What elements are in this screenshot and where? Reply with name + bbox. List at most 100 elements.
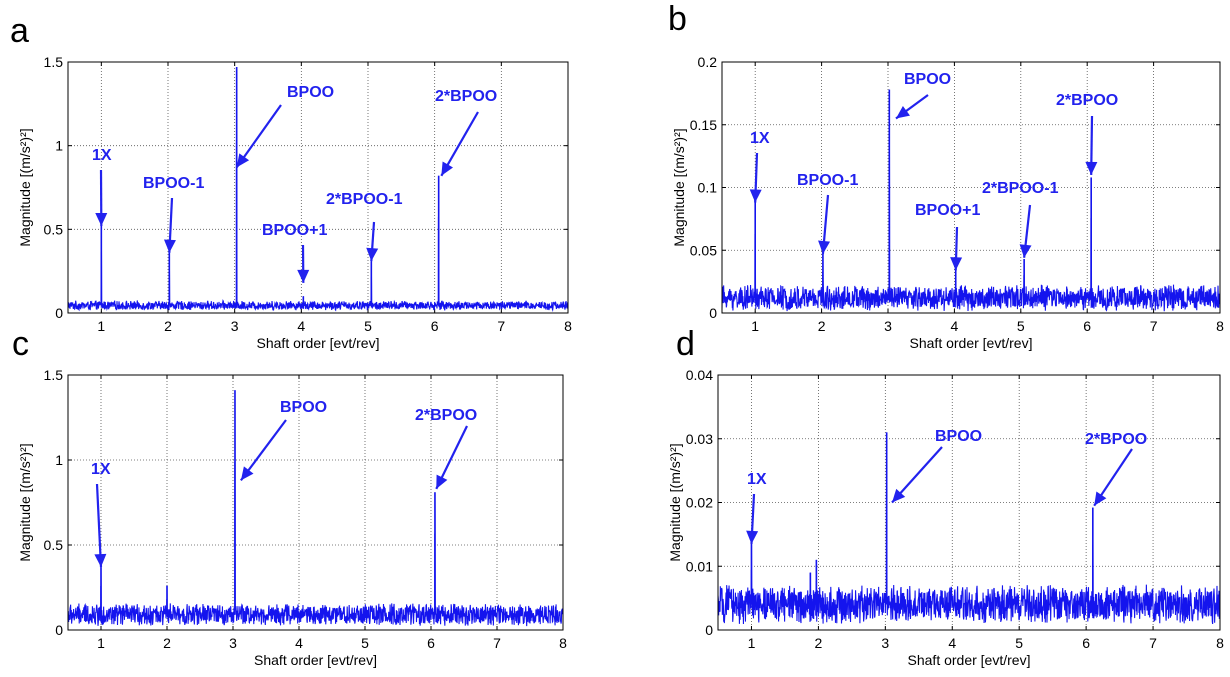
x-tick-label: 5	[361, 635, 369, 651]
plot-frame	[67, 61, 569, 314]
x-tick-label: 1	[748, 635, 756, 651]
annotation-arrow-head	[163, 239, 176, 253]
annotation-label: BPOO	[280, 399, 327, 416]
x-tick-label: 5	[1017, 318, 1025, 334]
y-tick-label: 0	[709, 305, 717, 321]
y-tick-label: 0.15	[690, 117, 717, 133]
y-axis-label: Magnitude [(m/s²)²]	[17, 128, 33, 246]
annotation-arrow-head	[892, 488, 906, 503]
annotation-label: BPOO	[935, 428, 982, 445]
x-tick-label: 6	[1082, 635, 1090, 651]
annotation-arrow-head	[297, 269, 310, 283]
x-tick-label: 3	[231, 318, 239, 334]
annotation-arrow-head	[1019, 244, 1032, 258]
y-axis-label: Magnitude [(m/s²)²]	[17, 443, 33, 561]
annotation-label: 2*BPOO	[415, 407, 477, 424]
annotation-label: 1X	[92, 147, 112, 164]
annotation-label: BPOO	[287, 84, 334, 101]
data-series-line	[722, 89, 1220, 312]
x-tick-label: 8	[1216, 635, 1224, 651]
x-axis-label: Shaft order [evt/rev]	[254, 652, 377, 668]
y-tick-label: 1.5	[44, 54, 64, 70]
chart-panel-a: a 1 2 3 4 5 6 7 8 0 0.5 1 1.5 Shaft order [evt/rev] Ma…	[10, 12, 572, 351]
y-axis-label: Magnitude [(m/s²)²]	[667, 443, 683, 561]
x-tick-label: 2	[818, 318, 826, 334]
x-tick-label: 7	[1150, 318, 1158, 334]
y-tick-label: 0	[55, 622, 63, 638]
y-tick-label: 0.02	[686, 495, 713, 511]
x-tick-label: 6	[427, 635, 435, 651]
y-tick-label: 0.01	[686, 558, 713, 574]
x-tick-label: 2	[163, 635, 171, 651]
x-tick-label: 8	[1216, 318, 1224, 334]
panel-letter: c	[12, 325, 29, 363]
x-tick-label: 5	[364, 318, 372, 334]
x-tick-label: 7	[497, 318, 505, 334]
x-tick-label: 6	[431, 318, 439, 334]
x-tick-label: 7	[1149, 635, 1157, 651]
x-tick-label: 4	[297, 318, 305, 334]
y-tick-label: 1	[55, 452, 63, 468]
chart-panel-d: d 1 2 3 4 5 6 7 8 0 0.01 0.02 0.03 0.04 Shaft order [e…	[667, 325, 1224, 668]
annotation-arrow-head	[950, 257, 963, 271]
panel-letter: d	[676, 325, 695, 363]
x-tick-label: 1	[97, 635, 105, 651]
chart-panel-c: c 1 2 3 4 5 6 7 8 0 0.5 1 1.5 Shaft order [evt/rev] Ma…	[12, 325, 567, 668]
x-tick-label: 4	[948, 635, 956, 651]
annotation-arrow-head	[436, 474, 448, 489]
annotation-label: 1X	[91, 461, 111, 478]
annotation-arrow-head	[366, 247, 379, 262]
x-tick-label: 1	[97, 318, 105, 334]
y-tick-label: 0	[705, 622, 713, 638]
x-tick-label: 4	[295, 635, 303, 651]
annotation-arrow-head	[441, 161, 454, 176]
annotation-label: BPOO-1	[143, 175, 204, 192]
annotation-arrow-head	[895, 105, 911, 119]
x-tick-label: 6	[1083, 318, 1091, 334]
annotation-arrow-head	[746, 530, 759, 544]
annotation-label: 2*BPOO	[1056, 92, 1118, 109]
x-tick-label: 8	[564, 318, 572, 334]
x-tick-label: 7	[493, 635, 501, 651]
y-tick-label: 0.5	[44, 537, 64, 553]
x-tick-label: 2	[815, 635, 823, 651]
y-tick-label: 0.03	[686, 431, 713, 447]
annotation-label: 2*BPOO	[435, 88, 497, 105]
x-tick-label: 3	[884, 318, 892, 334]
x-tick-label: 3	[881, 635, 889, 651]
x-axis-label: Shaft order [evt/rev]	[257, 335, 380, 351]
chart-panel-b: b 1 2 3 4 5 6 7 8 0 0.05 0.1 0.15 0.2 Shaft order [evt…	[668, 0, 1224, 351]
plot-frame	[717, 374, 1221, 631]
annotation-label: 2*BPOO	[1085, 431, 1147, 448]
data-series-line	[68, 390, 563, 627]
annotation-arrow-head	[94, 553, 107, 568]
plot-frame	[67, 374, 564, 631]
annotation-label: 1X	[747, 471, 767, 488]
annotation-arrow-head	[1094, 491, 1107, 506]
plot-frame	[721, 61, 1221, 314]
annotation-arrow-head	[236, 153, 250, 168]
y-tick-label: 0	[55, 305, 63, 321]
y-tick-label: 1.5	[44, 367, 64, 383]
x-tick-label: 8	[559, 635, 567, 651]
y-tick-label: 1	[55, 138, 63, 154]
x-tick-label: 1	[751, 318, 759, 334]
annotation-arrow-head	[749, 189, 762, 203]
annotation-label: BPOO	[904, 71, 951, 88]
y-axis-label: Magnitude [(m/s²)²]	[671, 128, 687, 246]
annotation-label: BPOO-1	[797, 172, 858, 189]
data-series-line	[68, 67, 568, 312]
x-tick-label: 5	[1015, 635, 1023, 651]
panel-letter: a	[10, 12, 29, 50]
annotation-arrow-head	[95, 212, 108, 226]
y-tick-label: 0.04	[686, 367, 713, 383]
annotation-arrow-head	[1085, 161, 1098, 175]
x-tick-label: 4	[951, 318, 959, 334]
x-axis-label: Shaft order [evt/rev]	[910, 335, 1033, 351]
annotation-arrow-head	[240, 466, 254, 481]
y-tick-label: 0.2	[698, 54, 718, 70]
y-tick-label: 0.1	[698, 180, 718, 196]
data-series-line	[718, 432, 1220, 625]
annotation-label: 1X	[750, 130, 770, 147]
